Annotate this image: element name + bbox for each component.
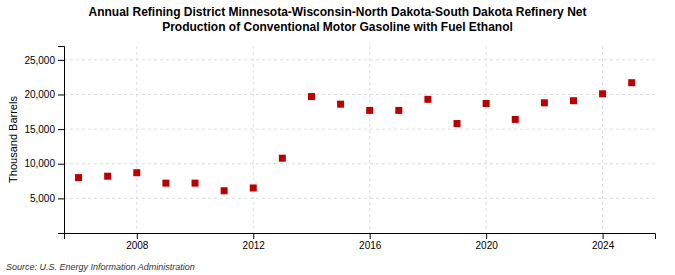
- chart: 2008 2012 2016 2020 2024 5,000 10,000 15,000 20,…: [0, 0, 675, 275]
- grid: [64, 46, 655, 233]
- grid-line: [602, 46, 603, 233]
- tick-label: 2020: [476, 240, 499, 251]
- tick: 5,000: [30, 193, 64, 204]
- axis-line: [65, 234, 656, 240]
- grid-line: [64, 59, 655, 60]
- point: [454, 120, 461, 127]
- grid-line: [369, 46, 370, 233]
- point: [337, 101, 344, 108]
- tick-mark: [370, 233, 371, 239]
- tick-mark: [58, 198, 64, 199]
- grid-line: [64, 198, 655, 199]
- title: Annual Refining District Minnesota-Wisco…: [89, 5, 587, 34]
- tick: 20,000: [24, 89, 64, 100]
- tick-label: 25,000: [24, 55, 55, 66]
- point: [250, 184, 257, 191]
- grid-line: [64, 163, 655, 164]
- tick: 2020: [476, 233, 499, 251]
- tick-mark: [137, 233, 138, 239]
- tick-mark: [58, 129, 64, 130]
- point: [424, 96, 431, 103]
- tick: 15,000: [24, 124, 64, 135]
- point: [308, 93, 315, 100]
- tick-label: 2012: [243, 240, 266, 251]
- plot-area: 2008 2012 2016 2020 2024 5,000 10,000 15,000 20,…: [24, 46, 655, 251]
- grid-line: [64, 94, 655, 95]
- tick-label: 2024: [592, 240, 615, 251]
- tick-label: 5,000: [30, 193, 55, 204]
- grid-line: [253, 46, 254, 233]
- x-axis: 2008 2012 2016 2020 2024: [65, 233, 656, 251]
- grid-line: [136, 46, 137, 233]
- tick-label: 20,000: [24, 89, 55, 100]
- point: [599, 90, 606, 97]
- tick-mark: [58, 60, 64, 61]
- point: [541, 99, 548, 106]
- title-line: Annual Refining District Minnesota-Wisco…: [89, 5, 587, 19]
- tick: 25,000: [24, 55, 64, 66]
- points: [75, 79, 635, 194]
- tick-label: 10,000: [24, 158, 55, 169]
- y-axis: 5,000 10,000 15,000 20,000 25,000: [24, 47, 64, 234]
- grid-line: [64, 129, 655, 130]
- tick: 2012: [243, 233, 266, 251]
- tick-mark: [253, 233, 254, 239]
- point: [192, 180, 199, 187]
- point: [366, 107, 373, 114]
- point: [75, 174, 82, 181]
- point: [221, 187, 228, 194]
- point: [279, 155, 286, 162]
- point: [512, 116, 519, 123]
- tick: 2024: [592, 233, 615, 251]
- tick-label: 15,000: [24, 124, 55, 135]
- point: [162, 180, 169, 187]
- annotation: Source: U.S. Energy Information Administ…: [6, 262, 195, 272]
- tick: 2008: [126, 233, 149, 251]
- point: [395, 107, 402, 114]
- point: [133, 169, 140, 176]
- point: [104, 173, 111, 180]
- title-line: Production of Conventional Motor Gasolin…: [162, 20, 513, 34]
- grid-line: [486, 46, 487, 233]
- tick-mark: [603, 233, 604, 239]
- tick-label: 2008: [126, 240, 149, 251]
- point: [483, 100, 490, 107]
- point: [628, 79, 635, 86]
- tick-mark: [58, 164, 64, 165]
- tick: 2016: [359, 233, 382, 251]
- tick-mark: [58, 94, 64, 95]
- tick-label: 2016: [359, 240, 382, 251]
- point: [570, 97, 577, 104]
- y-axis-title: Thousand Barrels: [7, 96, 19, 183]
- tick: 10,000: [24, 158, 64, 169]
- axis-line: [58, 47, 65, 234]
- tick-mark: [486, 233, 487, 239]
